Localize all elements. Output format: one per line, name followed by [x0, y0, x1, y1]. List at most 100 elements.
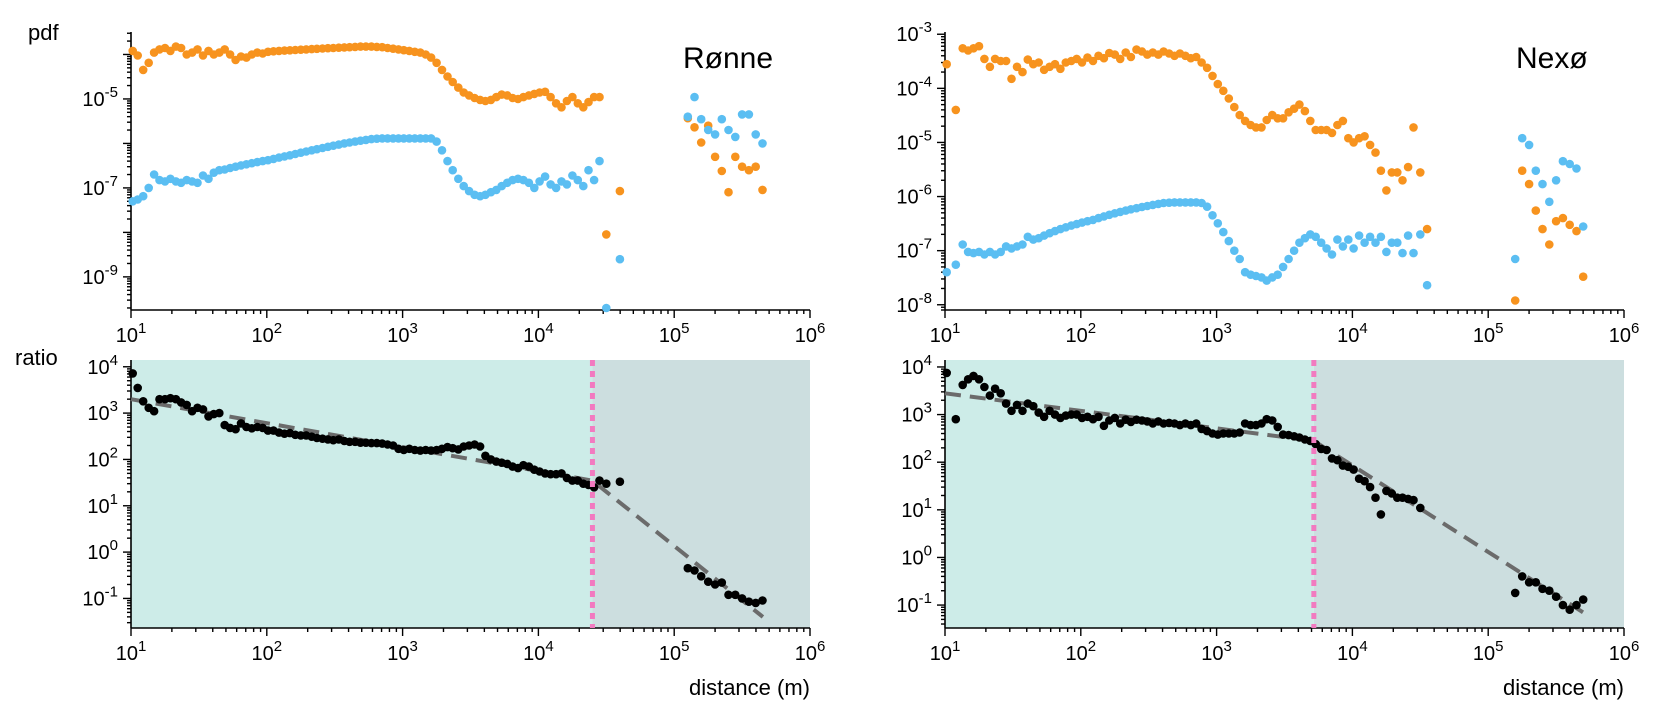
data-point-orange: [696, 138, 706, 147]
data-point-orange: [1235, 110, 1244, 120]
y-tick-exponent: -1: [919, 590, 932, 607]
data-point-blue: [1333, 235, 1342, 244]
x-tick-exponent: 2: [1088, 320, 1096, 337]
data-point-ratio: [1558, 600, 1568, 610]
x-tick-exponent: 1: [138, 320, 146, 337]
data-point-orange: [557, 103, 566, 112]
data-point-orange: [602, 230, 611, 239]
data-point-ratio: [475, 442, 485, 451]
data-point-orange: [437, 65, 447, 75]
x-tick-label: 101: [930, 638, 961, 665]
x-tick-exponent: 1: [952, 320, 960, 337]
data-point-blue: [1354, 231, 1364, 240]
data-point-blue: [1409, 248, 1418, 258]
y-tick-label: 101: [87, 491, 118, 518]
data-point-orange: [1510, 296, 1520, 305]
data-point-blue: [1376, 232, 1386, 242]
x-tick-exponent: 2: [274, 320, 282, 337]
x-tick-exponent: 2: [274, 638, 282, 655]
y-tick-exponent: 0: [924, 542, 932, 559]
y-tick-exponent: -6: [919, 182, 932, 199]
data-point-ratio: [696, 572, 706, 581]
data-point-orange: [1197, 58, 1206, 67]
x-tick-exponent: 3: [1224, 638, 1232, 655]
data-point-orange: [1398, 176, 1407, 185]
data-point-ratio: [215, 408, 224, 418]
data-point-blue: [1230, 246, 1239, 255]
data-point-blue: [540, 172, 550, 181]
x-tick-label: 106: [795, 638, 826, 665]
data-point-blue: [1213, 219, 1223, 228]
x-tick-exponent: 5: [1495, 320, 1503, 337]
shaded-region-right: [1313, 360, 1624, 628]
data-point-blue: [1018, 240, 1027, 249]
shaded-region-left: [131, 360, 593, 628]
data-point-ratio: [182, 400, 191, 410]
data-point-blue: [744, 110, 754, 119]
ronne-ratio-panel: 101 102 103 104 105 10610-1100101102103104dis…: [82, 352, 825, 700]
data-point-ratio: [737, 594, 747, 603]
data-point-blue: [1284, 254, 1293, 264]
data-point-orange: [144, 58, 153, 68]
data-point-orange: [1524, 179, 1534, 189]
y-tick-exponent: 2: [924, 447, 932, 464]
y-tick-exponent: 1: [924, 495, 932, 512]
data-point-blue: [1278, 262, 1288, 272]
data-point-orange: [1191, 52, 1201, 62]
y-tick-label: 10-7: [82, 173, 118, 200]
x-axis-label: distance (m): [689, 675, 810, 700]
data-point-blue: [1344, 235, 1353, 244]
y-tick-label: 10-9: [82, 262, 118, 289]
data-point-blue: [1202, 202, 1212, 211]
x-tick-exponent: 3: [1224, 320, 1232, 337]
data-point-orange: [1545, 240, 1554, 249]
data-point-orange: [448, 77, 458, 87]
y-tick-label: 100: [87, 537, 118, 564]
panel-title: Rønne: [683, 42, 773, 75]
data-point-orange: [1565, 220, 1574, 230]
x-tick-label: 103: [387, 320, 418, 347]
data-point-blue: [144, 183, 153, 193]
data-point-blue: [1371, 238, 1380, 247]
data-point-blue: [1558, 156, 1568, 166]
data-point-orange: [1376, 166, 1386, 175]
data-point-ratio: [1510, 588, 1520, 598]
nexo-pdf-panel: 101 102 103 104 105 106 10-8 10-7 10-6 10-5 10-4 10…: [896, 19, 1639, 347]
data-point-ratio: [1322, 445, 1331, 455]
y-tick-label: 103: [901, 400, 932, 427]
data-point-orange: [1213, 79, 1223, 89]
data-point-blue: [1517, 133, 1527, 143]
x-tick-exponent: 4: [1359, 320, 1367, 337]
data-point-orange: [1257, 123, 1266, 132]
data-point-orange: [1224, 94, 1234, 103]
x-tick-label: 102: [1066, 320, 1097, 347]
data-point-ratio: [1578, 595, 1588, 604]
data-point-ratio: [602, 479, 611, 489]
data-point-blue: [751, 130, 760, 139]
x-tick-label: 102: [252, 638, 283, 665]
data-point-ratio: [703, 577, 713, 586]
data-point-orange: [1219, 86, 1228, 96]
data-point-blue: [737, 110, 747, 119]
data-point-orange: [710, 152, 720, 162]
data-point-ratio: [1360, 476, 1369, 486]
x-tick-label: 105: [1473, 320, 1504, 347]
data-point-ratio: [615, 477, 625, 487]
data-point-orange: [1382, 186, 1391, 195]
y-tick-exponent: -1: [105, 583, 118, 600]
data-point-ratio: [974, 375, 984, 384]
data-point-blue: [996, 247, 1005, 257]
data-point-ratio: [149, 406, 159, 416]
data-point-ratio: [1268, 416, 1277, 425]
data-point-ratio: [128, 369, 137, 378]
x-tick-exponent: 4: [545, 320, 553, 337]
data-point-blue: [1403, 231, 1413, 240]
x-tick-exponent: 5: [681, 638, 689, 655]
x-tick-label: 104: [1337, 320, 1368, 347]
data-point-orange: [1099, 53, 1109, 63]
x-tick-exponent: 5: [1495, 638, 1503, 655]
data-point-blue: [584, 165, 593, 175]
data-point-ratio: [1524, 578, 1534, 587]
data-point-blue: [1289, 246, 1299, 255]
data-point-blue: [530, 183, 539, 193]
